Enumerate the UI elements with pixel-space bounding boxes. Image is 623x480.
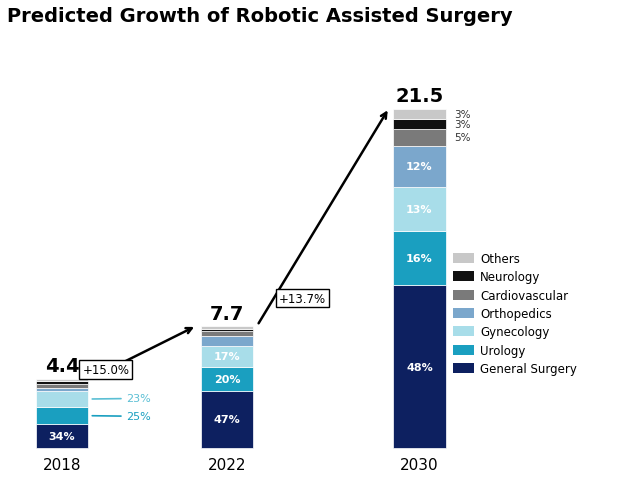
Legend: Others, Neurology, Cardiovascular, Orthopedics, Gynecology, Urology, General Sur: Others, Neurology, Cardiovascular, Ortho…: [449, 248, 582, 380]
Bar: [36, 384, 88, 388]
Text: 2030: 2030: [400, 457, 439, 472]
Text: 2022: 2022: [207, 457, 246, 472]
Bar: [201, 346, 253, 367]
Bar: [201, 329, 253, 332]
Text: +15.0%: +15.0%: [82, 363, 130, 377]
Text: 17%: 17%: [214, 351, 240, 361]
Bar: [201, 327, 253, 329]
Bar: [393, 130, 445, 147]
Bar: [36, 388, 88, 391]
Bar: [36, 407, 88, 424]
Bar: [393, 120, 445, 130]
Bar: [393, 286, 445, 448]
Text: 3%: 3%: [454, 109, 470, 120]
Text: 21.5: 21.5: [395, 86, 444, 106]
Text: 47%: 47%: [214, 415, 240, 424]
Text: Predicted Growth of Robotic Assisted Surgery: Predicted Growth of Robotic Assisted Sur…: [7, 7, 513, 26]
Bar: [36, 382, 88, 384]
Text: 34%: 34%: [49, 431, 75, 441]
Bar: [201, 336, 253, 346]
Bar: [201, 332, 253, 336]
Text: 23%: 23%: [92, 394, 151, 404]
Bar: [36, 391, 88, 407]
Text: +13.7%: +13.7%: [279, 292, 326, 305]
Bar: [201, 391, 253, 448]
Text: 25%: 25%: [92, 411, 151, 421]
Bar: [393, 147, 445, 187]
Text: 12%: 12%: [406, 162, 433, 172]
Bar: [36, 424, 88, 448]
Bar: [393, 109, 445, 120]
Bar: [36, 379, 88, 382]
Text: 2018: 2018: [43, 457, 81, 472]
Bar: [201, 367, 253, 391]
Text: 48%: 48%: [406, 362, 433, 372]
Text: 5%: 5%: [454, 133, 470, 143]
Text: 3%: 3%: [454, 120, 470, 130]
Bar: [393, 231, 445, 286]
Text: 7.7: 7.7: [210, 304, 244, 323]
Text: 4.4: 4.4: [45, 356, 79, 375]
Text: 16%: 16%: [406, 253, 433, 264]
Text: 20%: 20%: [214, 374, 240, 384]
Bar: [393, 187, 445, 231]
Text: 13%: 13%: [406, 204, 432, 214]
